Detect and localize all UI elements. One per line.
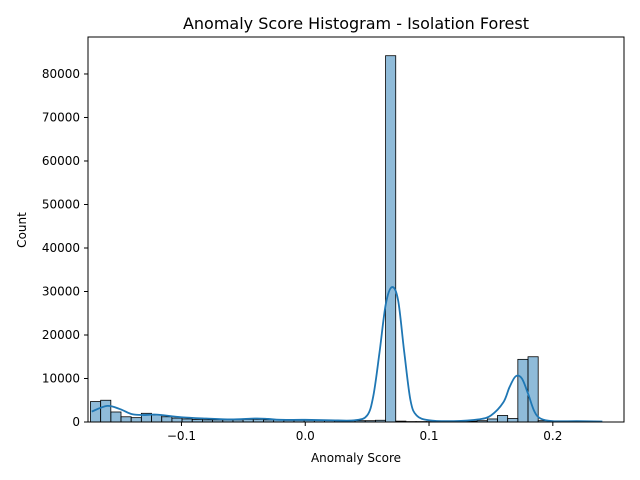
x-axis-ticks: −0.1 0.0 0.1 0.2 [167, 422, 562, 443]
x-tick-label: 0.0 [296, 429, 315, 443]
kde-curve-group [91, 286, 603, 423]
histogram-bar [100, 399, 112, 423]
y-axis-label: Count [15, 212, 29, 248]
histogram-bar [130, 417, 142, 423]
y-tick-label: 40000 [42, 241, 80, 255]
y-tick-label: 20000 [42, 328, 80, 342]
y-tick-label: 0 [72, 415, 80, 429]
y-tick-label: 80000 [42, 67, 80, 81]
x-tick-label: −0.1 [167, 429, 196, 443]
y-axis-ticks: 0 10000 20000 30000 40000 50000 60000 70000 8000… [42, 67, 88, 429]
x-axis-label: Anomaly Score [311, 451, 401, 465]
histogram-bar [110, 411, 122, 423]
histogram-bar [171, 417, 183, 423]
x-tick-label: 0.2 [543, 429, 562, 443]
histogram-bars [90, 55, 600, 423]
kde-curve [91, 286, 603, 423]
histogram-bar [527, 356, 539, 423]
histogram-bar [497, 415, 509, 423]
histogram-bar [385, 55, 397, 423]
histogram-bar [151, 414, 163, 423]
y-tick-label: 10000 [42, 371, 80, 385]
histogram-bar [120, 416, 132, 423]
y-tick-label: 70000 [42, 110, 80, 124]
histogram-bar [161, 416, 173, 423]
histogram-bar [507, 418, 519, 423]
y-tick-label: 60000 [42, 154, 80, 168]
x-tick-label: 0.1 [419, 429, 438, 443]
chart-title: Anomaly Score Histogram - Isolation Fore… [183, 14, 529, 33]
plot-frame [87, 36, 625, 423]
y-tick-label: 30000 [42, 284, 80, 298]
y-tick-label: 50000 [42, 197, 80, 211]
